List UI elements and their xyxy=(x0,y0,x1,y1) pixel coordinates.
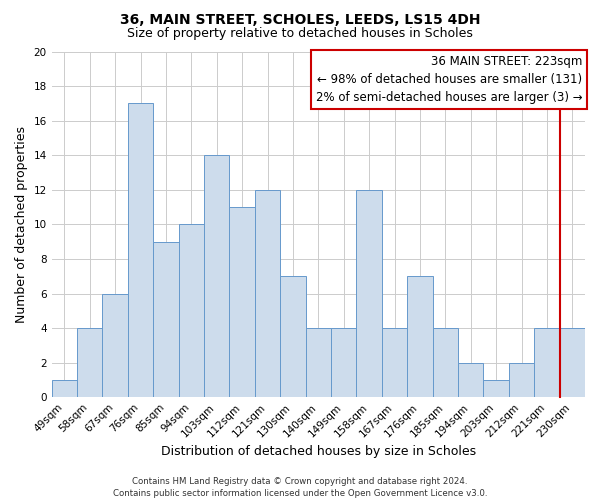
Bar xyxy=(433,328,458,397)
Bar xyxy=(77,328,103,397)
Bar xyxy=(255,190,280,397)
Bar xyxy=(128,104,153,397)
Bar xyxy=(204,155,229,397)
Y-axis label: Number of detached properties: Number of detached properties xyxy=(15,126,28,323)
Bar xyxy=(534,328,560,397)
Bar xyxy=(305,328,331,397)
Bar xyxy=(331,328,356,397)
X-axis label: Distribution of detached houses by size in Scholes: Distribution of detached houses by size … xyxy=(161,444,476,458)
Bar xyxy=(229,207,255,397)
Text: 36 MAIN STREET: 223sqm
← 98% of detached houses are smaller (131)
2% of semi-det: 36 MAIN STREET: 223sqm ← 98% of detached… xyxy=(316,55,583,104)
Bar xyxy=(407,276,433,397)
Bar xyxy=(179,224,204,397)
Bar xyxy=(356,190,382,397)
Text: Contains HM Land Registry data © Crown copyright and database right 2024.
Contai: Contains HM Land Registry data © Crown c… xyxy=(113,476,487,498)
Bar xyxy=(382,328,407,397)
Bar xyxy=(153,242,179,397)
Bar xyxy=(560,328,585,397)
Bar xyxy=(52,380,77,397)
Bar xyxy=(484,380,509,397)
Bar xyxy=(103,294,128,397)
Bar xyxy=(509,362,534,397)
Text: 36, MAIN STREET, SCHOLES, LEEDS, LS15 4DH: 36, MAIN STREET, SCHOLES, LEEDS, LS15 4D… xyxy=(120,12,480,26)
Text: Size of property relative to detached houses in Scholes: Size of property relative to detached ho… xyxy=(127,28,473,40)
Bar xyxy=(458,362,484,397)
Bar xyxy=(280,276,305,397)
